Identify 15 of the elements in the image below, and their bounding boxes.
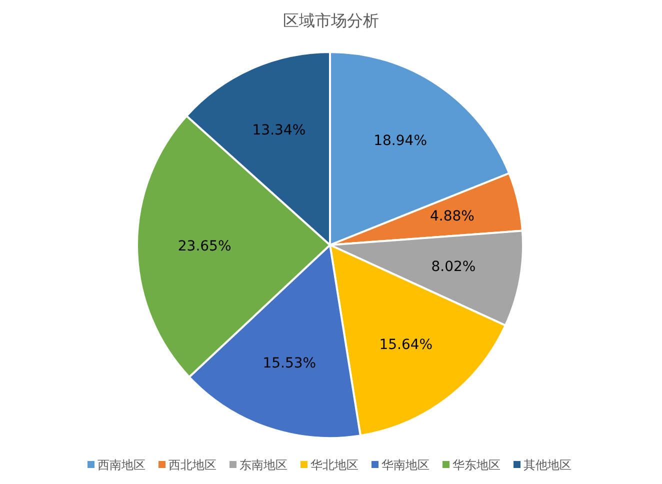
data-label: 13.34% <box>252 122 306 138</box>
data-label: 15.64% <box>379 336 433 353</box>
data-label: 18.94% <box>374 133 428 150</box>
chart-title: 区域市场分析 <box>283 11 379 30</box>
data-label: 23.65% <box>178 238 232 254</box>
legend-label: 华北地区 <box>310 458 358 472</box>
legend-label: 西南地区 <box>98 458 146 472</box>
data-label: 15.53% <box>262 356 316 372</box>
legend-label: 华南地区 <box>382 458 430 472</box>
legend-label: 其他地区 <box>524 458 572 472</box>
legend-label: 西北地区 <box>168 458 216 472</box>
data-label: 4.88% <box>430 208 474 225</box>
data-label: 8.02% <box>431 259 476 276</box>
legend-label: 东南地区 <box>240 458 288 472</box>
legend-label: 华东地区 <box>452 458 500 472</box>
